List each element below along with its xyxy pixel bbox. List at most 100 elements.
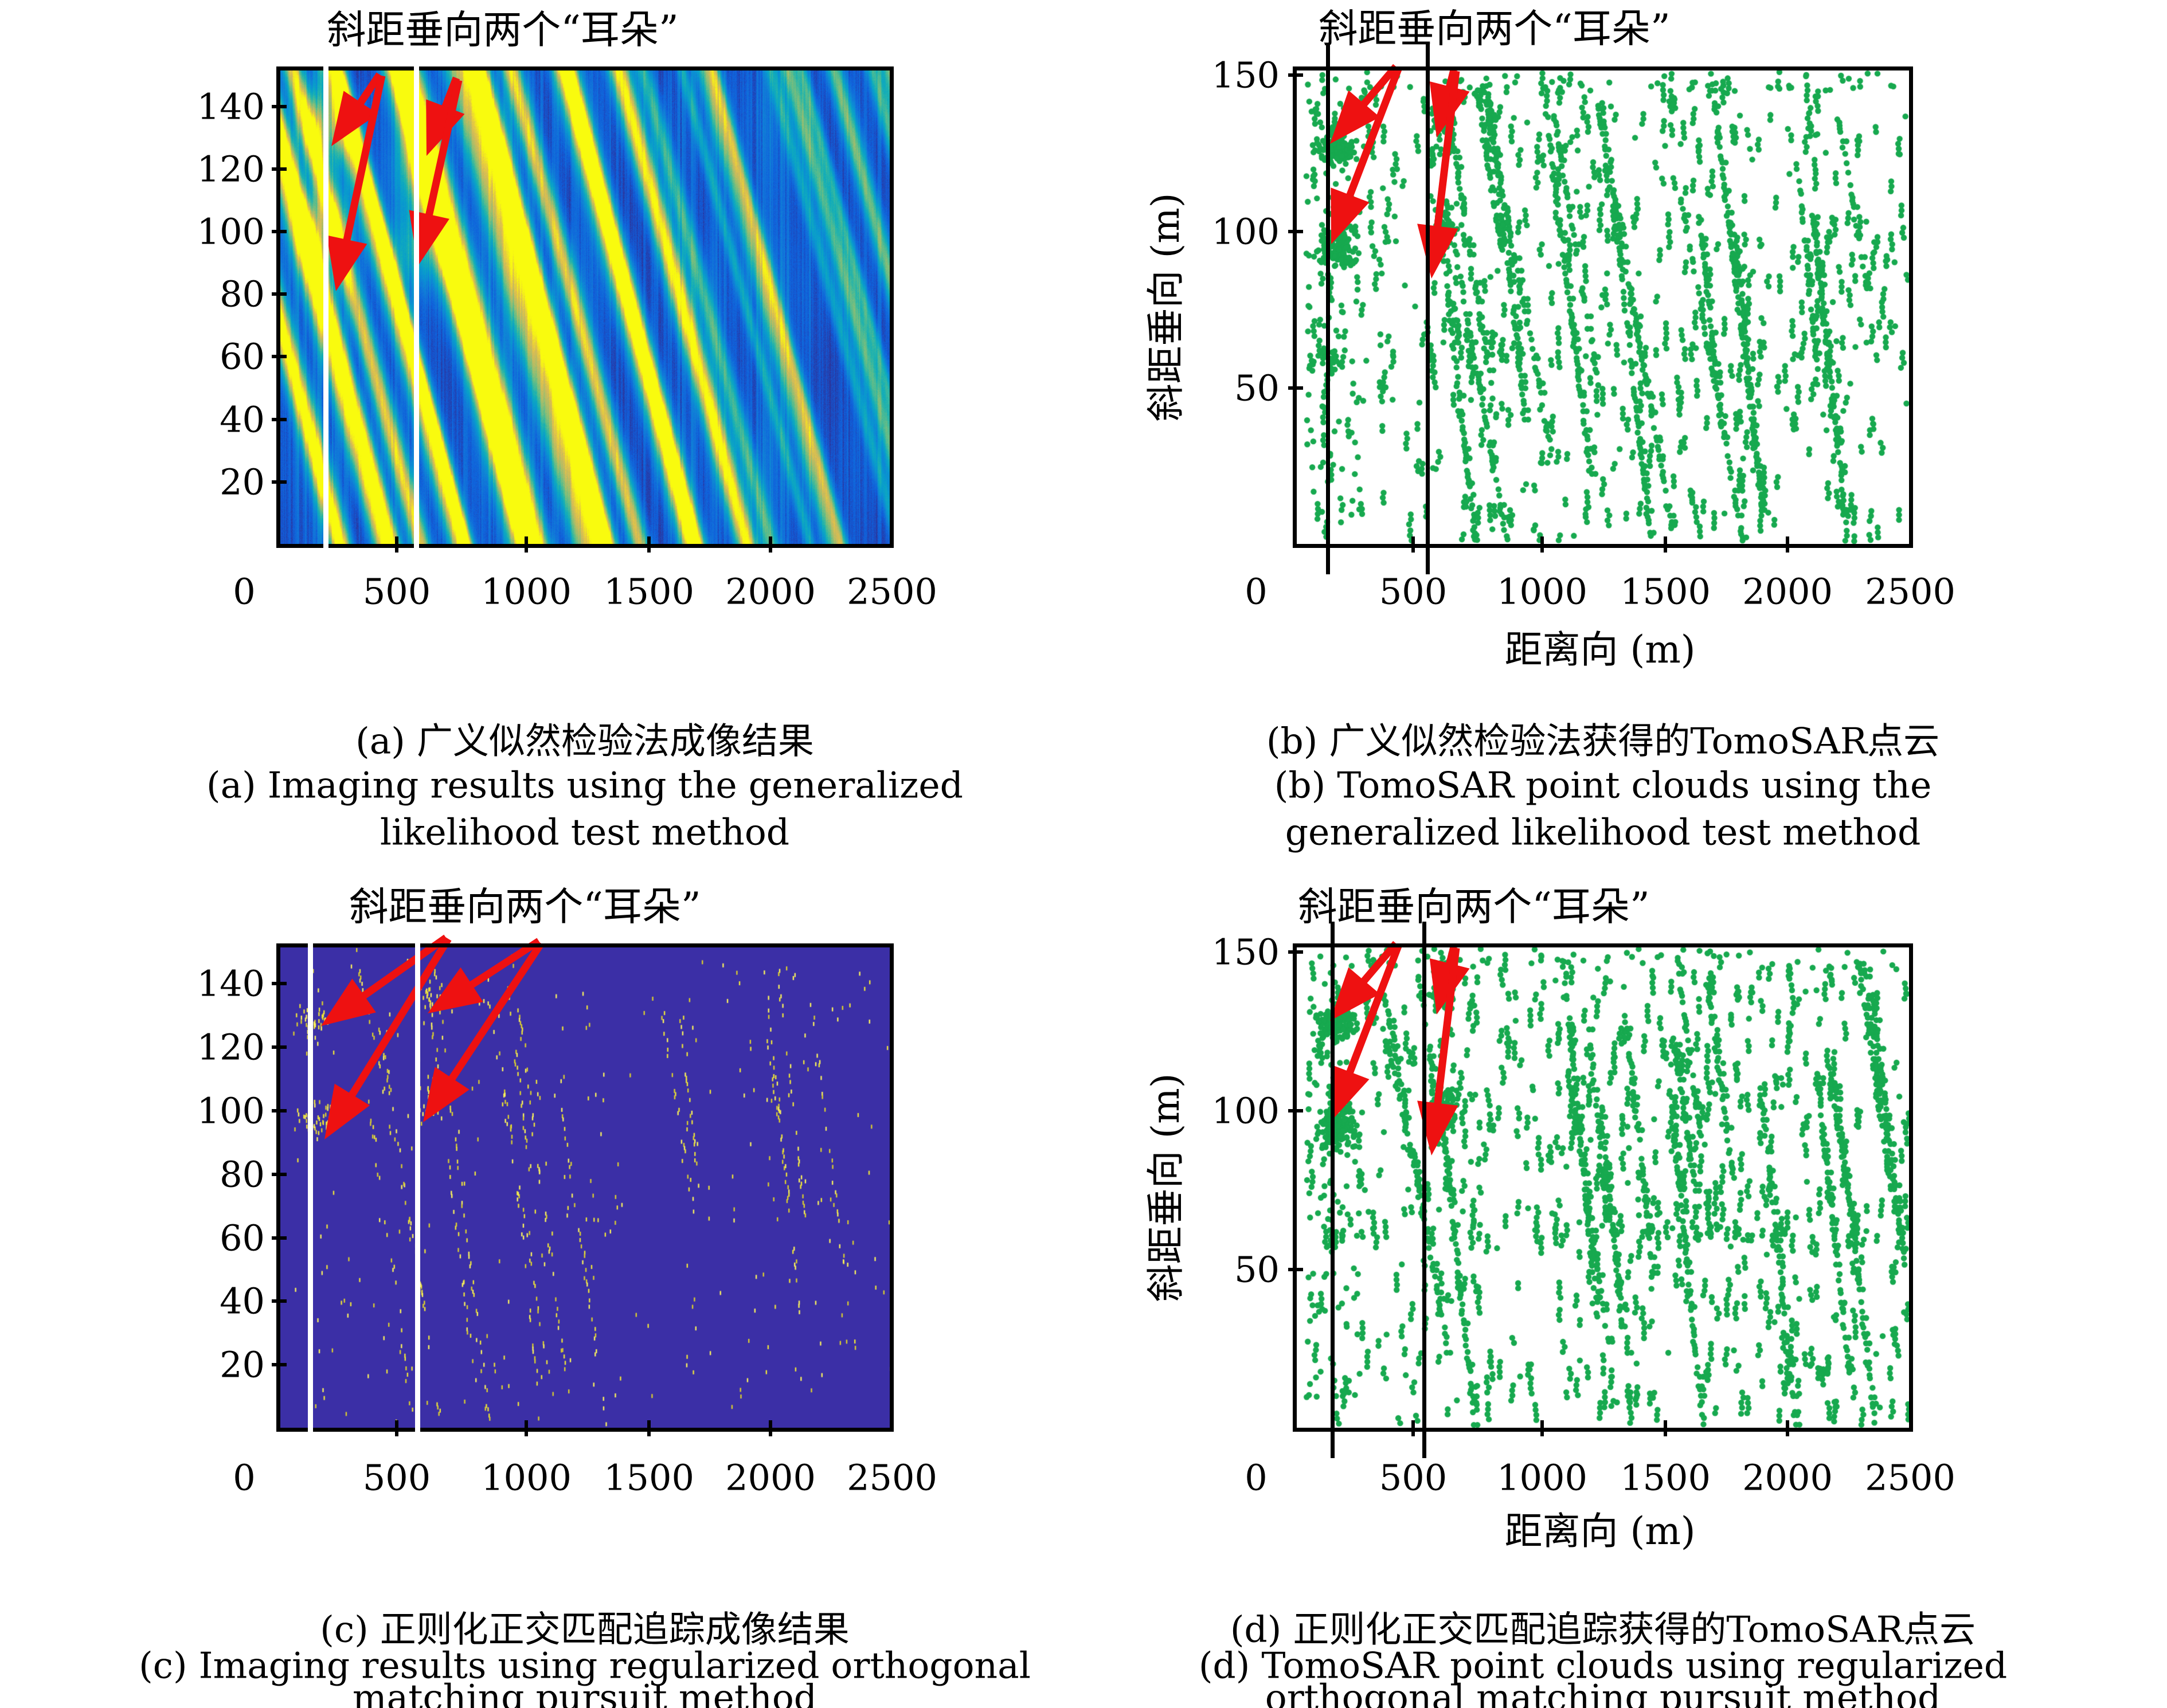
x-tick — [1540, 1420, 1544, 1436]
y-tick — [272, 1299, 287, 1303]
x-tick-label: 1000 — [481, 570, 572, 613]
y-tick — [1288, 1268, 1303, 1271]
heatmap-canvas-a — [280, 70, 890, 544]
panel-a-caption-zh: (a) 广义似然检验法成像结果 — [355, 720, 814, 762]
x-tick-label: 2000 — [725, 570, 816, 613]
y-tick — [272, 1172, 287, 1176]
y-tick-label: 120 — [197, 148, 265, 190]
panel-d-yaxis-title: 斜距垂向 (m) — [1144, 1073, 1188, 1302]
marker-line-b — [1425, 44, 1430, 574]
x-tick-label: 1000 — [1497, 570, 1587, 613]
x-tick-label: 500 — [362, 570, 431, 613]
y-tick-label: 150 — [1211, 54, 1280, 96]
x-tick-label: 1000 — [481, 1456, 572, 1499]
x-tick — [769, 1420, 772, 1436]
y-tick — [272, 1045, 287, 1049]
panel-d-annotation: 斜距垂向两个“耳朵” — [1298, 884, 1650, 930]
y-tick-label: 100 — [197, 1090, 265, 1132]
y-tick — [272, 1363, 287, 1367]
y-tick — [272, 167, 287, 171]
y-tick — [272, 104, 287, 108]
panel-c-caption-en-1: (c) Imaging results using regularized or… — [139, 1644, 1031, 1687]
y-tick — [272, 480, 287, 484]
x-tick-label: 500 — [1379, 1456, 1448, 1499]
panel-b-annotation: 斜距垂向两个“耳朵” — [1319, 6, 1671, 52]
x-tick-label: 1500 — [1620, 1456, 1711, 1499]
y-tick-label: 100 — [1211, 210, 1280, 253]
panel-d-xaxis-title: 距离向 (m) — [1504, 1509, 1696, 1553]
x-tick — [525, 1420, 528, 1436]
y-tick — [1288, 386, 1303, 390]
marker-line-a — [413, 65, 419, 549]
x-tick-label: 2000 — [1742, 570, 1833, 613]
x-tick-label: 0 — [233, 1456, 256, 1499]
heatmap-canvas-c — [280, 947, 890, 1428]
y-tick-label: 20 — [220, 1343, 265, 1386]
x-tick — [769, 536, 772, 553]
y-tick — [272, 982, 287, 986]
panel-d-caption-en-2: orthogonal matching pursuit method — [1265, 1676, 1941, 1708]
marker-line-c — [414, 942, 420, 1433]
y-tick-label: 140 — [197, 962, 265, 1005]
y-tick-label: 100 — [1211, 1090, 1280, 1132]
x-tick — [395, 1420, 398, 1436]
y-tick — [272, 1236, 287, 1240]
x-tick-label: 0 — [233, 570, 256, 613]
x-tick-label: 2500 — [847, 570, 937, 613]
y-tick-label: 60 — [220, 1217, 265, 1259]
x-tick — [1411, 536, 1415, 553]
y-tick — [272, 355, 287, 359]
y-tick-label: 80 — [220, 273, 265, 315]
x-tick-label: 500 — [362, 1456, 431, 1499]
x-tick-label: 2500 — [847, 1456, 937, 1499]
y-tick-label: 40 — [220, 1280, 265, 1322]
panel-a-caption-en-1: (a) Imaging results using the generalize… — [206, 764, 963, 806]
x-tick — [1664, 536, 1667, 553]
x-tick-label: 1500 — [1620, 570, 1711, 613]
y-tick — [272, 1109, 287, 1112]
x-tick — [1786, 1420, 1789, 1436]
marker-line-c — [307, 942, 313, 1433]
y-tick-label: 100 — [197, 210, 265, 253]
x-tick-label: 1000 — [1497, 1456, 1587, 1499]
y-tick — [1288, 950, 1303, 954]
x-tick-label: 1500 — [604, 570, 694, 613]
panel-d-caption-zh: (d) 正则化正交匹配追踪获得的TomoSAR点云 — [1230, 1608, 1976, 1651]
y-tick — [1288, 230, 1303, 233]
marker-line-a — [323, 65, 328, 549]
y-tick-label: 150 — [1211, 931, 1280, 973]
y-tick — [1288, 73, 1303, 77]
scatter-canvas-d — [1296, 947, 1910, 1428]
panel-b-caption-en-1: (b) TomoSAR point clouds using the — [1274, 764, 1932, 806]
y-tick — [1288, 1109, 1303, 1112]
scatter-canvas-b — [1296, 70, 1910, 544]
marker-line-b — [1325, 44, 1330, 574]
x-tick-label: 0 — [1245, 1456, 1268, 1499]
y-tick-label: 140 — [197, 85, 265, 128]
y-tick-label: 40 — [220, 398, 265, 441]
panel-a-caption-en-2: likelihood test method — [380, 811, 790, 853]
x-tick-label: 2500 — [1865, 570, 1955, 613]
panel-b-caption-en-2: generalized likelihood test method — [1285, 811, 1921, 853]
panel-b-yaxis-title: 斜距垂向 (m) — [1144, 193, 1188, 422]
y-tick-label: 60 — [220, 335, 265, 378]
panel-d-caption-en-1: (d) TomoSAR point clouds using regulariz… — [1198, 1644, 2008, 1687]
y-tick — [272, 417, 287, 421]
marker-line-d — [1330, 922, 1335, 1458]
x-tick-label: 2500 — [1865, 1456, 1955, 1499]
marker-line-d — [1422, 922, 1426, 1458]
panel-b-caption-zh: (b) 广义似然检验法获得的TomoSAR点云 — [1266, 720, 1940, 762]
x-tick — [525, 536, 528, 553]
x-tick-label: 500 — [1379, 570, 1448, 613]
x-tick — [395, 536, 398, 553]
y-tick-label: 120 — [197, 1026, 265, 1068]
panel-b-xaxis-title: 距离向 (m) — [1504, 628, 1696, 672]
y-tick — [272, 230, 287, 233]
y-tick-label: 50 — [1234, 367, 1280, 409]
panel-c-caption-zh: (c) 正则化正交匹配追踪成像结果 — [320, 1608, 850, 1651]
x-tick — [1540, 536, 1544, 553]
y-tick-label: 50 — [1234, 1248, 1280, 1291]
panel-a-annotation: 斜距垂向两个“耳朵” — [327, 7, 679, 53]
panel-c-annotation: 斜距垂向两个“耳朵” — [349, 884, 701, 930]
